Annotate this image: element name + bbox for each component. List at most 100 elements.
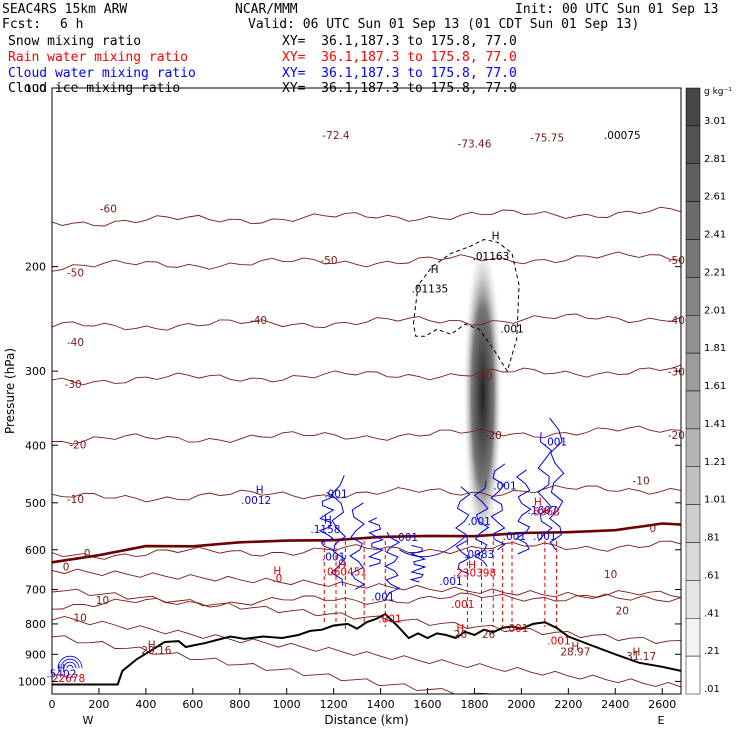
x-tick-label: 200 — [88, 698, 109, 711]
isotherm-line — [51, 588, 682, 644]
contour-label: -60 — [100, 203, 117, 215]
legend-snow-xy: XY= 36.1,187.3 to 175.8, 77.0 — [282, 34, 517, 49]
cloud-water-contour — [318, 491, 335, 551]
x-tick-label: 1200 — [320, 698, 348, 711]
colorbar-swatch — [685, 466, 701, 505]
colorbar-swatch — [685, 580, 701, 619]
colorbar-unit: g kg⁻¹ — [704, 87, 732, 97]
cloud-water-contour — [330, 475, 346, 586]
y-tick-label: 1000 — [18, 675, 46, 688]
colorbar-swatch — [685, 504, 701, 543]
colorbar-swatch — [685, 390, 701, 430]
isotherm-line — [51, 364, 682, 386]
isotherm-line — [51, 540, 682, 560]
x-tick-label: 2600 — [648, 698, 676, 711]
colorbar-swatch — [685, 239, 701, 278]
init-time: Init: 00 UTC Sun 01 Sep 13 — [515, 2, 719, 17]
cloud-water-contour — [473, 481, 490, 567]
contour-label: .001 — [505, 623, 528, 635]
contour-label: .001 — [493, 481, 516, 493]
isotherm-line — [51, 313, 682, 331]
x-tick-label: 400 — [135, 698, 156, 711]
legend-cloud-water-xy: XY= 36.1,187.3 to 175.8, 77.0 — [282, 66, 517, 81]
colorbar-label: 3.01 — [704, 116, 726, 127]
org-label: NCAR/MMM — [235, 2, 298, 17]
contour-label: .001 — [533, 531, 556, 543]
colorbar-label: 2.81 — [704, 154, 726, 165]
contour-label: -50 — [668, 255, 685, 267]
colorbar-label: 1.61 — [704, 381, 726, 392]
contour-label: .001 — [451, 599, 474, 611]
cloud-ice-contour — [412, 238, 520, 373]
colorbar-swatch — [685, 277, 701, 316]
contour-label: H — [468, 559, 476, 571]
contour-label: 26 — [482, 629, 496, 641]
x-tick-label: 800 — [229, 698, 250, 711]
y-tick-label: 500 — [25, 497, 46, 510]
contour-label: 28.97 — [560, 647, 590, 659]
x-tick-label: 2400 — [601, 698, 629, 711]
contour-label: -40 — [67, 337, 84, 349]
y-tick-label: 100 — [25, 82, 46, 95]
contour-label: -10 — [633, 476, 650, 488]
contour-label: .1158 — [310, 524, 340, 536]
fcst-label: Fcst: — [2, 17, 42, 32]
contour-label: H — [456, 623, 464, 635]
colorbar-label: 1.21 — [704, 457, 726, 468]
cloud-water-contour — [409, 544, 427, 583]
contour-label: .1607 — [527, 505, 557, 517]
cloud-water-contour — [454, 486, 471, 575]
legend-snow: Snow mixing ratio — [8, 34, 142, 49]
legend-rain: Rain water mixing ratio — [8, 50, 189, 65]
contour-label: -20 — [69, 439, 86, 451]
x-tick-label: 0 — [49, 698, 56, 711]
cloud-water-contour — [63, 661, 77, 669]
colorbar-swatch — [685, 618, 701, 657]
contour-label: 0 — [84, 548, 91, 560]
y-tick-label: 800 — [25, 618, 46, 631]
cloud-water-contour — [349, 502, 366, 590]
contour-label: .5402 — [46, 669, 76, 681]
contour-label: -10 — [67, 494, 84, 506]
y-tick-label: 700 — [25, 584, 46, 597]
contour-label: -73.46 — [458, 139, 492, 151]
cloud-water-contour — [515, 469, 532, 555]
contour-label: H — [148, 639, 156, 651]
snow-plume — [462, 234, 503, 558]
x-tick-label: 1000 — [273, 698, 301, 711]
contour-label: H — [57, 663, 65, 675]
contour-label: .001 — [500, 323, 523, 335]
isotherm-line — [51, 590, 682, 610]
east-label: E — [658, 714, 665, 727]
contour-label: 26 — [454, 629, 468, 641]
colorbar-label: 2.01 — [704, 305, 726, 316]
contour-label: 10 — [96, 595, 109, 607]
legend-cloud-water: Cloud water mixing ratio — [8, 66, 196, 81]
cloud-water-contours — [57, 417, 565, 669]
contour-label: .01163 — [473, 251, 510, 263]
colorbar-label: .21 — [704, 646, 720, 657]
contour-label: H — [324, 515, 332, 527]
cloud-water-contour — [399, 536, 466, 558]
contour-label: .5363 — [530, 506, 560, 518]
contour-label: -50 — [320, 255, 337, 267]
contour-label: 10 — [73, 613, 86, 625]
valid-time: Valid: 06 UTC Sun 01 Sep 13 (01 CDT Sun … — [248, 17, 640, 32]
colorbar-swatch — [685, 428, 701, 467]
contour-label: .01135 — [411, 283, 448, 295]
colorbar-swatch — [685, 87, 701, 127]
contour-label: H — [571, 641, 579, 653]
colorbar-label: .41 — [704, 608, 720, 619]
contour-label: .001 — [378, 613, 401, 625]
terrain-line — [52, 612, 682, 686]
contour-label: -40 — [250, 315, 267, 327]
contour-label: .001 — [439, 576, 462, 588]
colorbar-label: 1.41 — [704, 419, 726, 430]
contour-label: .0983 — [464, 549, 494, 561]
contour-label: .0012 — [241, 495, 271, 507]
contour-label: .001 — [467, 516, 490, 528]
x-tick-label: 1800 — [460, 698, 488, 711]
isotherm-line — [51, 568, 682, 603]
y-tick-label: 900 — [25, 648, 46, 661]
